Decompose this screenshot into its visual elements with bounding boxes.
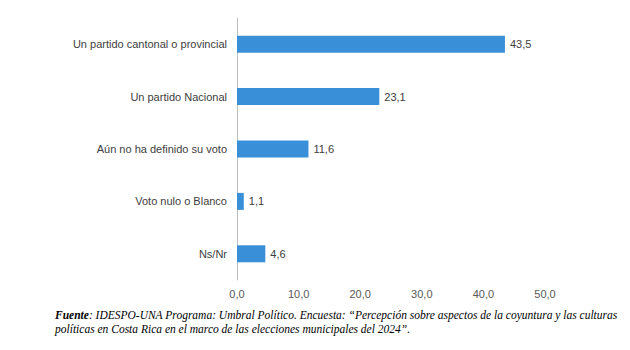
svg-text:Aún no ha definido su voto: Aún no ha definido su voto <box>97 143 227 155</box>
svg-text:10,0: 10,0 <box>288 288 309 300</box>
svg-text:11,6: 11,6 <box>313 143 334 155</box>
svg-text:43,5: 43,5 <box>510 38 531 50</box>
svg-text:4,6: 4,6 <box>270 248 285 260</box>
svg-text:30,0: 30,0 <box>411 288 432 300</box>
html-text:Fuente: IDESPO-UNA Programa: U: Fuente: IDESPO-UNA Programa: Umbral Polí… <box>55 309 618 335</box>
svg-text:40,0: 40,0 <box>473 288 494 300</box>
svg-text:Ns/Nr: Ns/Nr <box>199 248 227 260</box>
svg-text:Un partido Nacional: Un partido Nacional <box>130 91 227 103</box>
svg-text:23,1: 23,1 <box>384 91 405 103</box>
svg-text:Voto nulo o Blanco: Voto nulo o Blanco <box>135 195 227 207</box>
svg-text:20,0: 20,0 <box>349 288 370 300</box>
svg-text:50,0: 50,0 <box>534 288 555 300</box>
svg-text:1,1: 1,1 <box>249 195 264 207</box>
svg-text:Un partido cantonal o provinci: Un partido cantonal o provincial <box>73 38 227 50</box>
svg-text:0,0: 0,0 <box>229 288 244 300</box>
